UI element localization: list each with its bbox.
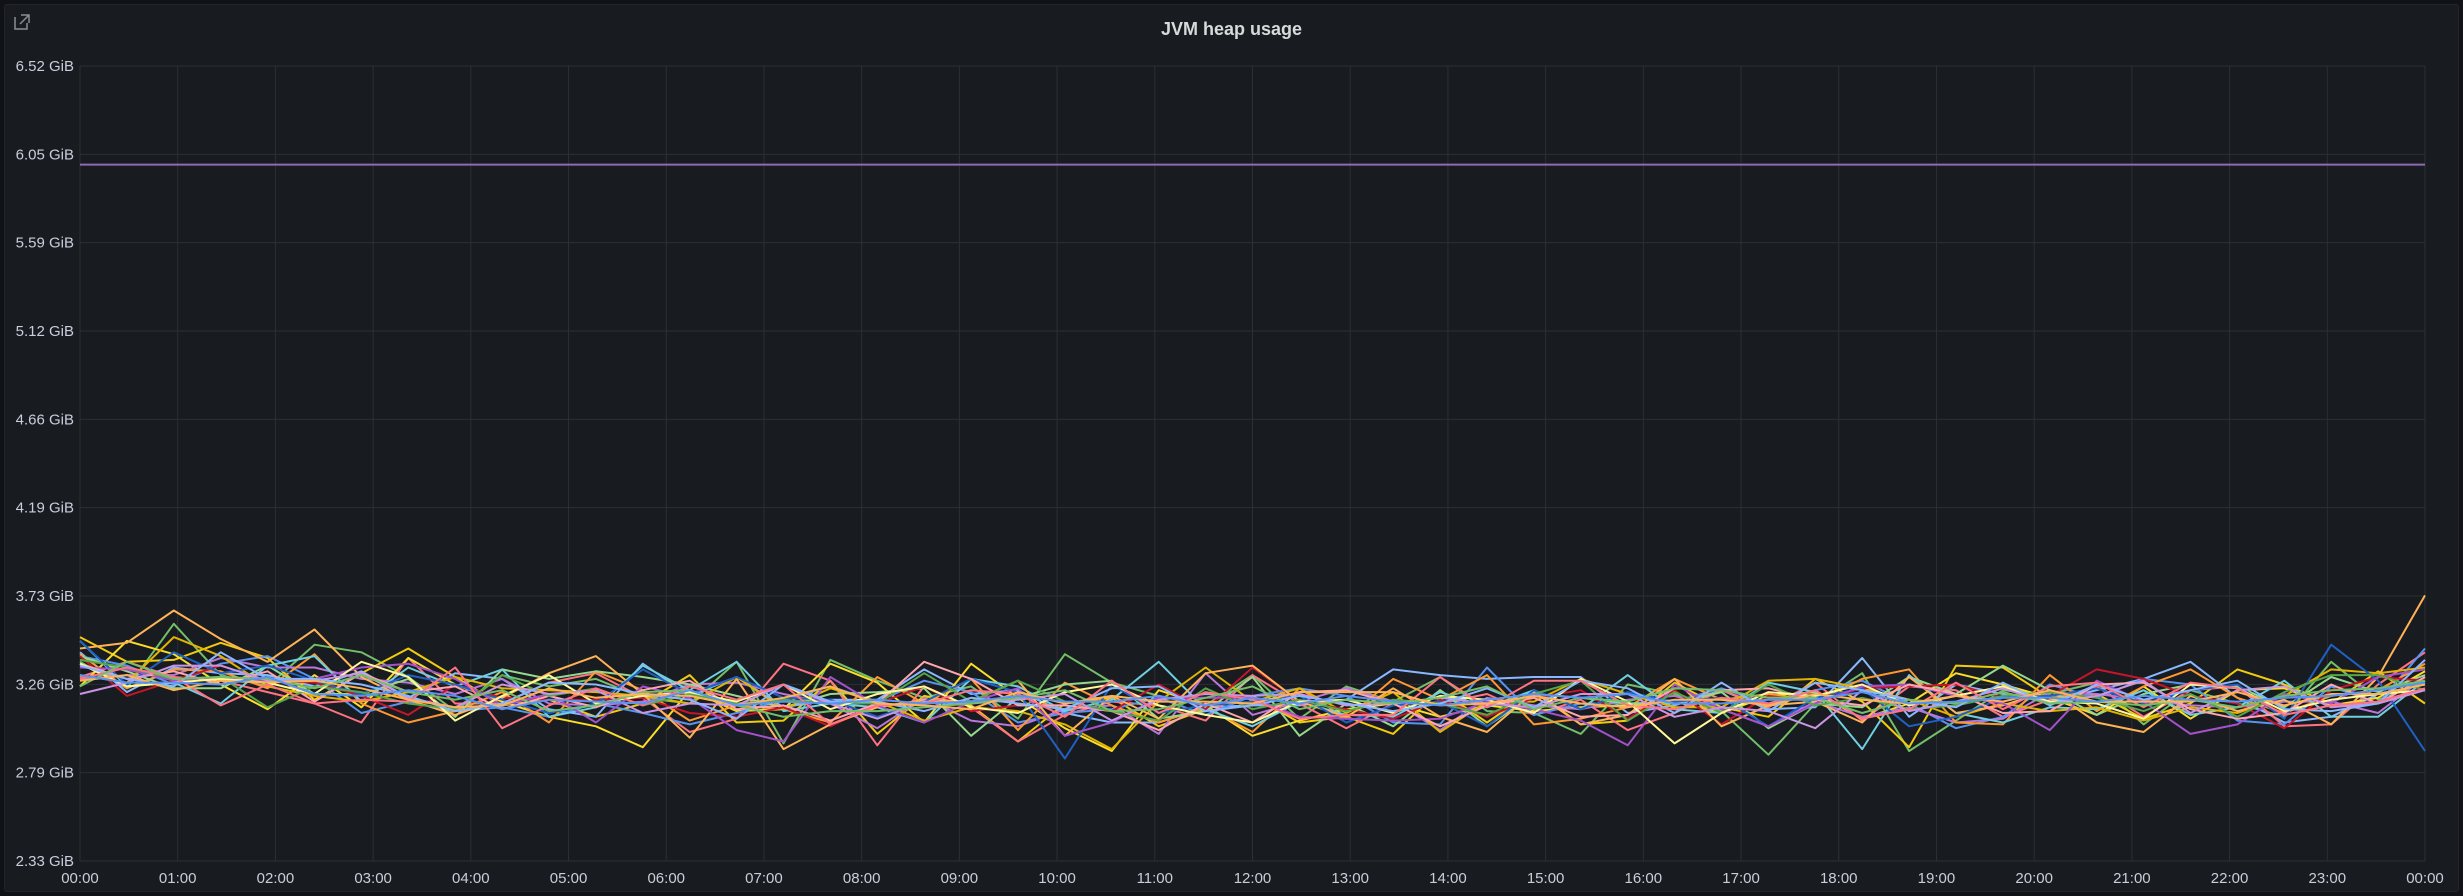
x-tick-label: 04:00: [452, 870, 490, 887]
y-tick-label: 2.33 GiB: [16, 853, 74, 870]
x-tick-label: 16:00: [1625, 870, 1663, 887]
series-line-22[interactable]: [79, 660, 2426, 718]
x-tick-label: 10:00: [1038, 870, 1076, 887]
graph-panel: JVM heap usage: [4, 4, 2459, 892]
y-tick-label: 2.79 GiB: [16, 765, 74, 782]
series-line-24[interactable]: [79, 674, 2426, 711]
x-tick-label: 13:00: [1331, 870, 1369, 887]
x-tick-label: 02:00: [257, 870, 295, 887]
x-tick-label: 14:00: [1429, 870, 1467, 887]
chart-grid: [79, 65, 2426, 862]
x-tick-label: 22:00: [2211, 870, 2249, 887]
x-tick-label: 17:00: [1722, 870, 1760, 887]
external-link-icon[interactable]: [11, 11, 33, 33]
x-tick-label: 19:00: [1918, 870, 1956, 887]
y-tick-label: 4.19 GiB: [16, 500, 74, 517]
x-axis: 00:00 01:00 02:00 03:00 04:00 05:00 06:00 07:00…: [61, 870, 2444, 887]
x-tick-label: 06:00: [647, 870, 685, 887]
series-line-4[interactable]: [79, 651, 2426, 747]
y-tick-label: 6.52 GiB: [16, 58, 74, 75]
panel-title: JVM heap usage: [1160, 19, 1303, 39]
x-tick-label: 09:00: [941, 870, 979, 887]
x-tick-label: 07:00: [745, 870, 783, 887]
y-tick-label: 3.73 GiB: [16, 588, 74, 605]
y-tick-label: 6.05 GiB: [16, 146, 74, 163]
series-group: [79, 594, 2426, 760]
series-line-18[interactable]: [79, 660, 2426, 745]
x-tick-label: 18:00: [1820, 870, 1858, 887]
x-tick-label: 20:00: [2015, 870, 2053, 887]
x-tick-label: 21:00: [2113, 870, 2151, 887]
y-tick-label: 5.12 GiB: [16, 323, 74, 340]
x-tick-label: 08:00: [843, 870, 881, 887]
x-tick-label: 05:00: [550, 870, 588, 887]
y-tick-label: 4.66 GiB: [16, 411, 74, 428]
x-tick-label: 00:00: [2406, 870, 2444, 887]
x-tick-label: 01:00: [159, 870, 197, 887]
series-line-23[interactable]: [79, 674, 2426, 711]
y-axis: 2.33 GiB 2.79 GiB 3.26 GiB 3.73 GiB 4.19 GiB…: [16, 58, 74, 870]
x-tick-label: 23:00: [2309, 870, 2347, 887]
x-tick-label: 12:00: [1234, 870, 1272, 887]
y-tick-label: 5.59 GiB: [16, 235, 74, 252]
y-tick-label: 3.26 GiB: [16, 676, 74, 693]
series-line-8[interactable]: [79, 653, 2426, 733]
x-tick-label: 03:00: [354, 870, 392, 887]
x-tick-label: 00:00: [61, 870, 99, 887]
x-tick-label: 11:00: [1137, 870, 1173, 887]
x-tick-label: 15:00: [1527, 870, 1565, 887]
